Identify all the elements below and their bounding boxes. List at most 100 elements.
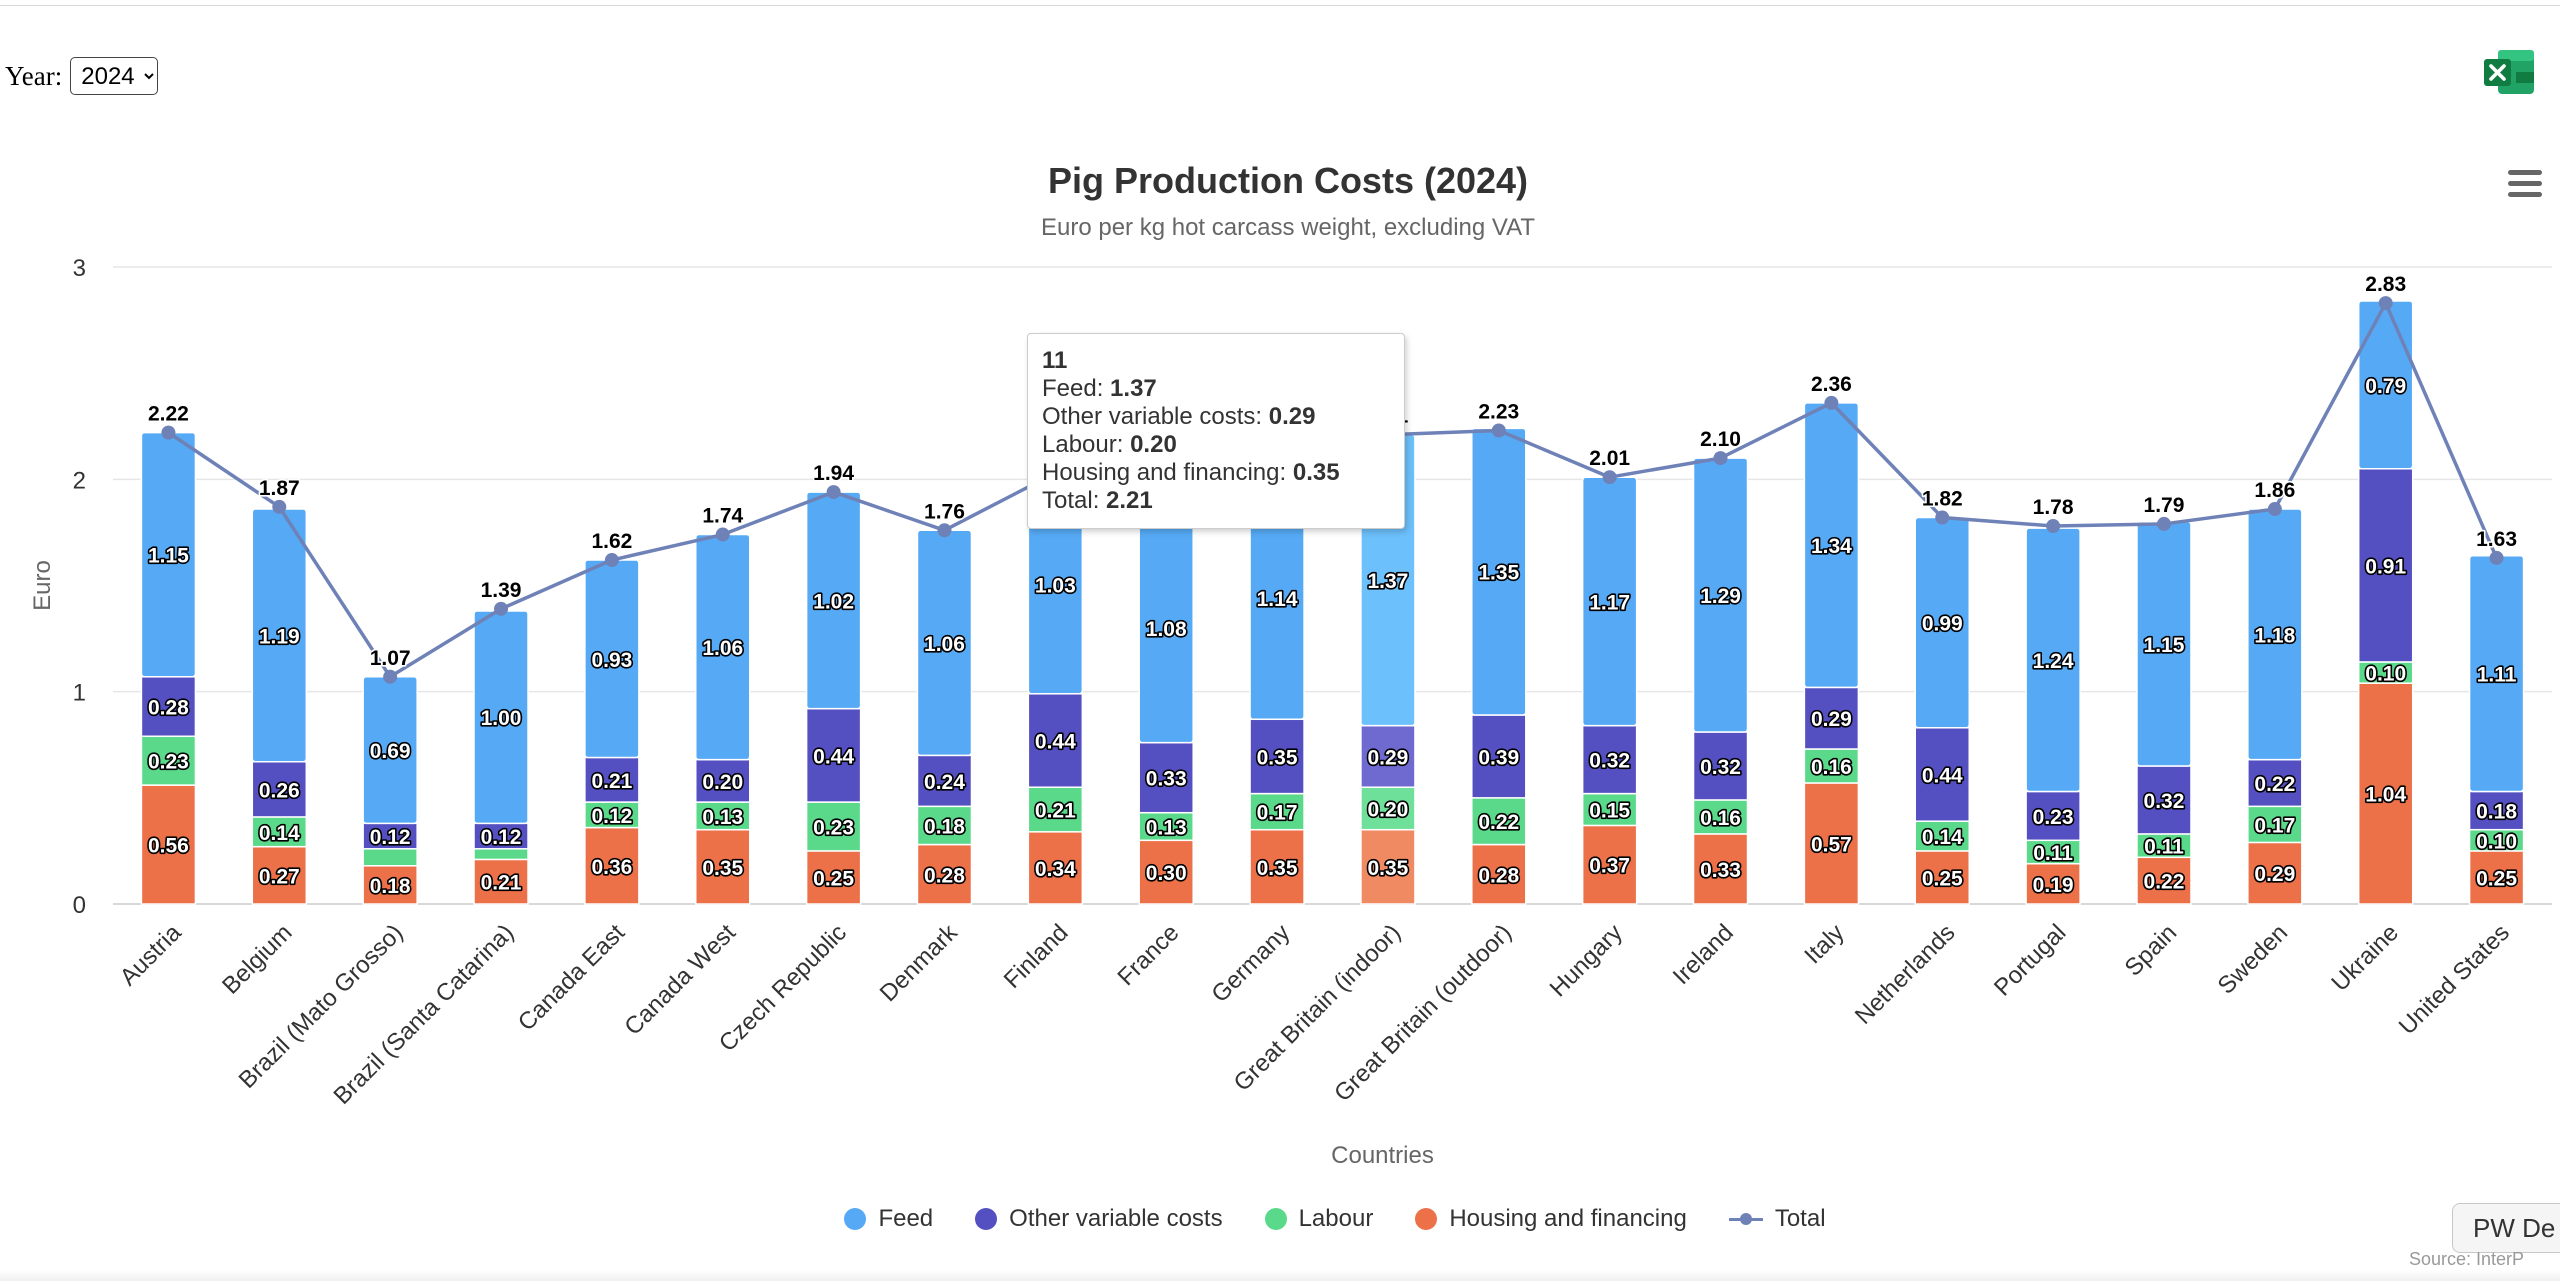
legend-line-marker	[1728, 1208, 1763, 1230]
total-marker	[1935, 510, 1950, 525]
bar-housing-and-financing	[2025, 862, 2081, 905]
data-label-labour: 0.16	[1700, 807, 1741, 830]
data-label-labour: 0.20	[1367, 798, 1408, 821]
hamburger-menu-icon[interactable]	[2508, 170, 2542, 200]
tooltip-row: Other variable costs: 0.29	[1042, 403, 1390, 431]
bar-housing-and-financing	[1471, 843, 1527, 905]
tooltip-row-label: Other variable costs:	[1042, 403, 1269, 430]
chart-legend: Feed Other variable costs Labour Housing an…	[0, 1205, 2560, 1233]
bar-labour	[1471, 797, 1527, 846]
year-select[interactable]: 2024	[70, 57, 159, 95]
x-tick-label: Ireland	[1668, 919, 1739, 990]
data-label-housing-and-financing: 0.25	[1922, 867, 1963, 890]
menu-bar	[2508, 181, 2542, 186]
x-tick-label: United States	[2394, 919, 2515, 1040]
data-label-housing-and-financing: 0.35	[1257, 857, 1298, 880]
data-label-other-variable-costs: 0.44	[1922, 764, 1963, 787]
tooltip-row-value: 0.20	[1130, 431, 1177, 458]
chart-subtitle: Euro per kg hot carcass weight, excludin…	[1040, 214, 1535, 241]
legend-item-housing-and-financing[interactable]: Housing and financing	[1415, 1205, 1687, 1233]
x-tick-label: Canada West	[619, 919, 741, 1041]
total-marker	[1491, 423, 1506, 438]
data-label-total: 1.79	[2144, 494, 2185, 517]
data-label-labour: 0.23	[813, 816, 854, 839]
data-label-labour: 0.17	[1257, 802, 1298, 825]
bar-labour	[140, 735, 197, 786]
tooltip-row-value: 1.37	[1110, 375, 1157, 402]
bar-other-variable-costs	[1471, 714, 1527, 799]
data-label-feed: 0.69	[370, 740, 411, 763]
data-label-feed: 1.17	[1589, 591, 1630, 614]
data-label-housing-and-financing: 0.28	[924, 864, 965, 887]
total-marker	[826, 485, 841, 500]
bottom-shadow	[0, 1270, 2560, 1281]
data-label-other-variable-costs: 0.32	[1700, 756, 1741, 779]
bar-other-variable-costs	[1027, 693, 1084, 788]
data-label-labour: 0.10	[2476, 830, 2517, 853]
data-label-total: 1.94	[813, 462, 854, 485]
data-label-labour: 0.12	[591, 805, 632, 828]
pw-button[interactable]: PW De	[2452, 1203, 2560, 1253]
chart-tooltip: 11 Feed: 1.37 Other variable costs: 0.29 L…	[1027, 333, 1405, 529]
data-label-housing-and-financing: 0.19	[2033, 874, 2074, 897]
legend-item-labour[interactable]: Labour	[1264, 1205, 1373, 1233]
year-label: Year:	[5, 60, 63, 91]
data-label-other-variable-costs: 0.20	[702, 771, 743, 794]
data-label-housing-and-financing: 0.25	[813, 867, 854, 890]
menu-bar	[2508, 192, 2542, 197]
bar-labour	[473, 848, 529, 861]
bar-other-variable-costs	[473, 822, 529, 850]
bar-other-variable-costs	[805, 707, 862, 803]
total-marker	[2156, 516, 2171, 531]
bar-housing-and-financing	[1914, 850, 1970, 905]
data-label-feed: 1.24	[2033, 650, 2074, 673]
x-tick-label: Ukraine	[2326, 919, 2404, 997]
data-label-labour: 0.23	[148, 751, 189, 774]
data-label-total: 2.01	[1589, 447, 1630, 470]
data-label-housing-and-financing: 0.34	[1035, 858, 1076, 881]
data-label-other-variable-costs: 0.44	[813, 745, 854, 768]
data-label-feed: 0.99	[1922, 613, 1963, 636]
total-marker	[1602, 470, 1617, 485]
bar-labour	[1249, 792, 1305, 831]
legend-label: Feed	[878, 1205, 934, 1232]
data-label-housing-and-financing: 0.28	[1478, 864, 1519, 887]
bar-labour	[251, 816, 308, 848]
legend-item-other-variable-costs[interactable]: Other variable costs	[975, 1205, 1223, 1233]
total-marker	[2267, 502, 2282, 517]
bar-labour	[1027, 786, 1084, 833]
data-label-labour: 0.17	[2254, 814, 2295, 837]
bar-labour	[1692, 799, 1749, 835]
bar-housing-and-financing	[1581, 824, 1638, 905]
data-label-housing-and-financing: 0.36	[591, 856, 632, 879]
data-label-housing-and-financing: 0.57	[1811, 833, 1852, 856]
data-label-other-variable-costs: 0.35	[1257, 746, 1298, 769]
x-tick-label: Portugal	[1989, 919, 2071, 1001]
tooltip-row-value: 2.21	[1106, 487, 1153, 514]
data-label-labour: 0.18	[924, 815, 965, 838]
y-tick-label: 3	[73, 255, 86, 282]
x-tick-label: Denmark	[875, 918, 964, 1007]
data-label-labour: 0.21	[1035, 800, 1076, 823]
total-marker	[715, 527, 730, 542]
data-label-other-variable-costs: 0.12	[481, 826, 522, 849]
data-label-other-variable-costs: 0.32	[2144, 790, 2185, 813]
excel-export-icon[interactable]	[2482, 48, 2536, 96]
bar-housing-and-financing	[584, 826, 640, 905]
data-label-feed: 1.18	[2254, 624, 2295, 647]
data-label-feed: 1.19	[259, 625, 300, 648]
data-label-other-variable-costs: 0.28	[148, 697, 189, 720]
legend-item-total[interactable]: Total	[1728, 1205, 1826, 1233]
bar-other-variable-costs	[1914, 727, 1970, 822]
data-label-housing-and-financing: 0.35	[702, 857, 743, 880]
bar-housing-and-financing	[140, 784, 197, 905]
x-tick-label: Finland	[999, 919, 1074, 994]
total-marker	[2378, 296, 2393, 311]
bar-other-variable-costs	[1692, 731, 1749, 801]
data-label-other-variable-costs: 0.12	[370, 826, 411, 849]
bar-housing-and-financing	[1803, 782, 1860, 905]
source-credit[interactable]: Source: InterP	[2409, 1249, 2525, 1269]
bar-labour	[1581, 792, 1638, 827]
legend-item-feed[interactable]: Feed	[844, 1205, 933, 1233]
